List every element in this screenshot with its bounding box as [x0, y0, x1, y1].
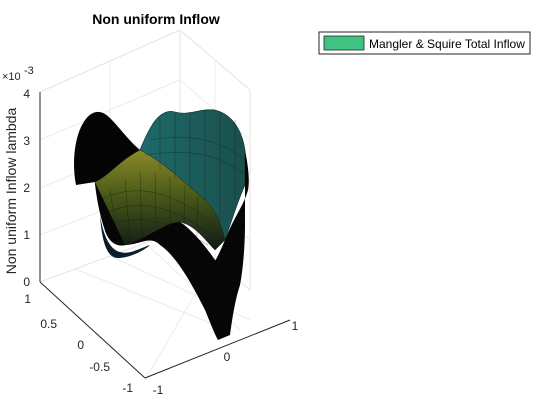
- z-tick-label: 3: [23, 134, 30, 148]
- y-tick-label: 0: [77, 338, 84, 352]
- chart-title: Non uniform Inflow: [92, 11, 220, 27]
- z-tick-label: 4: [23, 87, 30, 101]
- x-tick-label: 1: [292, 319, 299, 333]
- x-tick-label: -1: [153, 383, 164, 397]
- x-tick-label: 0: [224, 350, 231, 364]
- front-axes: [39, 92, 291, 379]
- z-tick-label: 2: [23, 181, 30, 195]
- x-tick-labels: -1 0 1: [153, 319, 299, 397]
- z-tick-labels: 0 1 2 3 4: [23, 87, 30, 289]
- z-tick-label: 1: [23, 228, 30, 242]
- legend[interactable]: Mangler & Squire Total Inflow: [318, 31, 531, 55]
- z-axis-label: Non uniform Inflow lambda: [3, 108, 19, 275]
- legend-box: [318, 31, 531, 55]
- y-tick-label: 1: [24, 292, 31, 306]
- y-tick-label: -1: [122, 381, 133, 395]
- z-exponent-power: -3: [24, 65, 34, 77]
- z-exponent-base: ×10: [2, 71, 21, 83]
- y-tick-label: -0.5: [89, 360, 110, 374]
- y-tick-label: 0.5: [40, 317, 57, 331]
- legend-label: Mangler & Squire Total Inflow: [369, 37, 525, 51]
- z-tick-label: 0: [23, 275, 30, 289]
- surface-front-blade: [95, 150, 249, 340]
- z-exponent: ×10 -3: [2, 65, 34, 83]
- surface-plot: [74, 109, 249, 340]
- legend-swatch: [323, 35, 365, 51]
- y-tick-labels: 1 0.5 0 -0.5 -1: [24, 292, 133, 395]
